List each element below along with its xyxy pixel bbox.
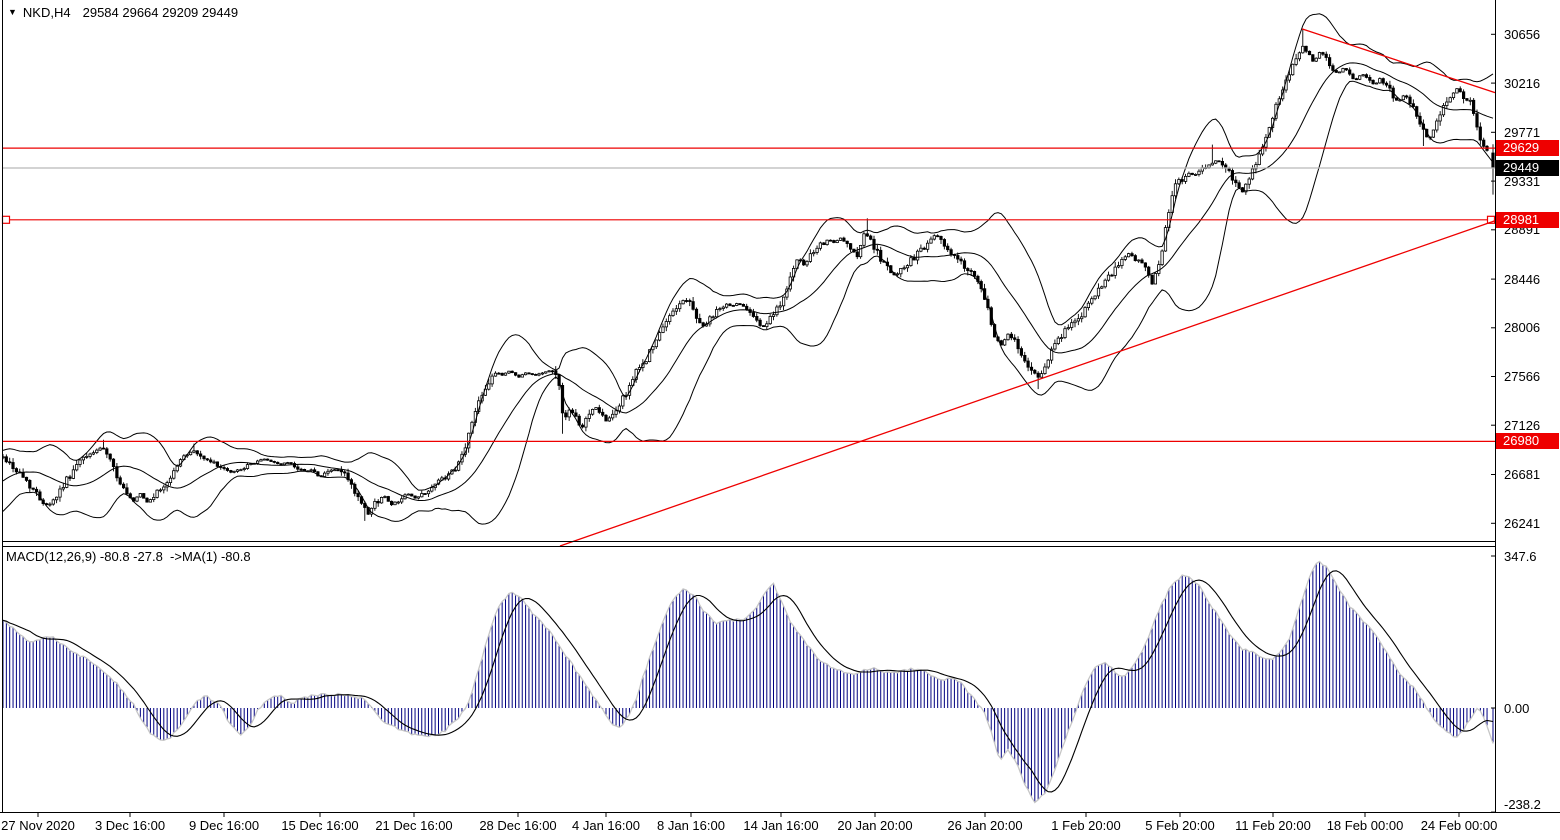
time-axis-label[interactable]: 5 Feb 20:00 — [1145, 818, 1215, 833]
macd-signal-line — [2, 570, 1494, 793]
line-selection-handle[interactable] — [1486, 215, 1496, 224]
price-panel — [2, 13, 1495, 525]
line-selection-handle[interactable] — [1, 215, 11, 224]
price-badge-29629: 29629 — [1496, 140, 1559, 157]
time-axis-label[interactable]: 1 Feb 20:00 — [1051, 818, 1121, 833]
time-axis-label[interactable]: 8 Jan 16:00 — [657, 818, 725, 833]
trendline-descending-resistance[interactable] — [1301, 28, 1496, 94]
price-tick-label: 30216 — [1504, 75, 1541, 91]
time-axis-label[interactable]: 3 Dec 16:00 — [94, 818, 166, 833]
price-tick-label: 26681 — [1504, 467, 1541, 483]
price-tick-label: 30656 — [1504, 26, 1541, 42]
macd-main-line — [2, 560, 1494, 804]
time-axis-label[interactable]: 24 Feb 00:00 — [1420, 818, 1498, 833]
price-tick-label: 29771 — [1504, 124, 1541, 140]
price-tick-label: 28446 — [1504, 271, 1541, 287]
symbol-timeframe-label: NKD,H4 — [22, 5, 71, 20]
trendline-ascending-support[interactable] — [559, 220, 1496, 547]
macd-tick-label: 0.00 — [1504, 700, 1530, 716]
time-axis-label[interactable]: 15 Dec 16:00 — [281, 818, 359, 833]
candles-series — [2, 28, 1495, 521]
price-tick-label: 26241 — [1504, 515, 1541, 531]
macd-tick-label: 347.6 — [1504, 548, 1537, 564]
time-axis-label[interactable]: 11 Feb 20:00 — [1235, 818, 1311, 833]
time-axis-label[interactable]: 18 Feb 00:00 — [1326, 818, 1404, 833]
macd-indicator-label: MACD(12,26,9) -80.8 -27.8 ->MA(1) -80.8 — [6, 549, 251, 564]
bollinger-lower-band — [2, 80, 1494, 525]
price-tick-label: 29331 — [1504, 173, 1541, 189]
time-axis-label[interactable]: 9 Dec 16:00 — [188, 818, 260, 833]
macd-panel — [2, 560, 1494, 804]
time-axis-label[interactable]: 4 Jan 16:00 — [572, 818, 640, 833]
time-axis-label[interactable]: 14 Jan 16:00 — [743, 818, 819, 833]
time-axis-label[interactable]: 28 Dec 16:00 — [479, 818, 557, 833]
price-badge-29449: 29449 — [1496, 159, 1559, 176]
price-tick-label: 27126 — [1504, 417, 1541, 433]
symbol-dropdown-icon[interactable]: ▼ — [8, 7, 17, 17]
price-badge-28981: 28981 — [1496, 211, 1559, 228]
macd-tick-label: -238.2 — [1504, 796, 1541, 812]
time-axis-label[interactable]: 21 Dec 16:00 — [375, 818, 453, 833]
macd-histogram — [2, 561, 1494, 803]
bollinger-upper-band — [2, 13, 1494, 491]
time-axis-label[interactable]: 26 Jan 20:00 — [947, 818, 1023, 833]
time-axis-label[interactable]: 27 Nov 2020 — [1, 818, 75, 833]
bollinger-middle-band — [2, 62, 1494, 501]
price-tick-label: 28006 — [1504, 320, 1541, 336]
chart-title: ▼ NKD,H4 29584 29664 29209 29449 — [8, 5, 238, 20]
price-tick-label: 27566 — [1504, 369, 1541, 385]
ohlc-readout: 29584 29664 29209 29449 — [82, 5, 239, 20]
price-badge-26980: 26980 — [1496, 433, 1559, 450]
time-axis-label[interactable]: 20 Jan 20:00 — [837, 818, 913, 833]
